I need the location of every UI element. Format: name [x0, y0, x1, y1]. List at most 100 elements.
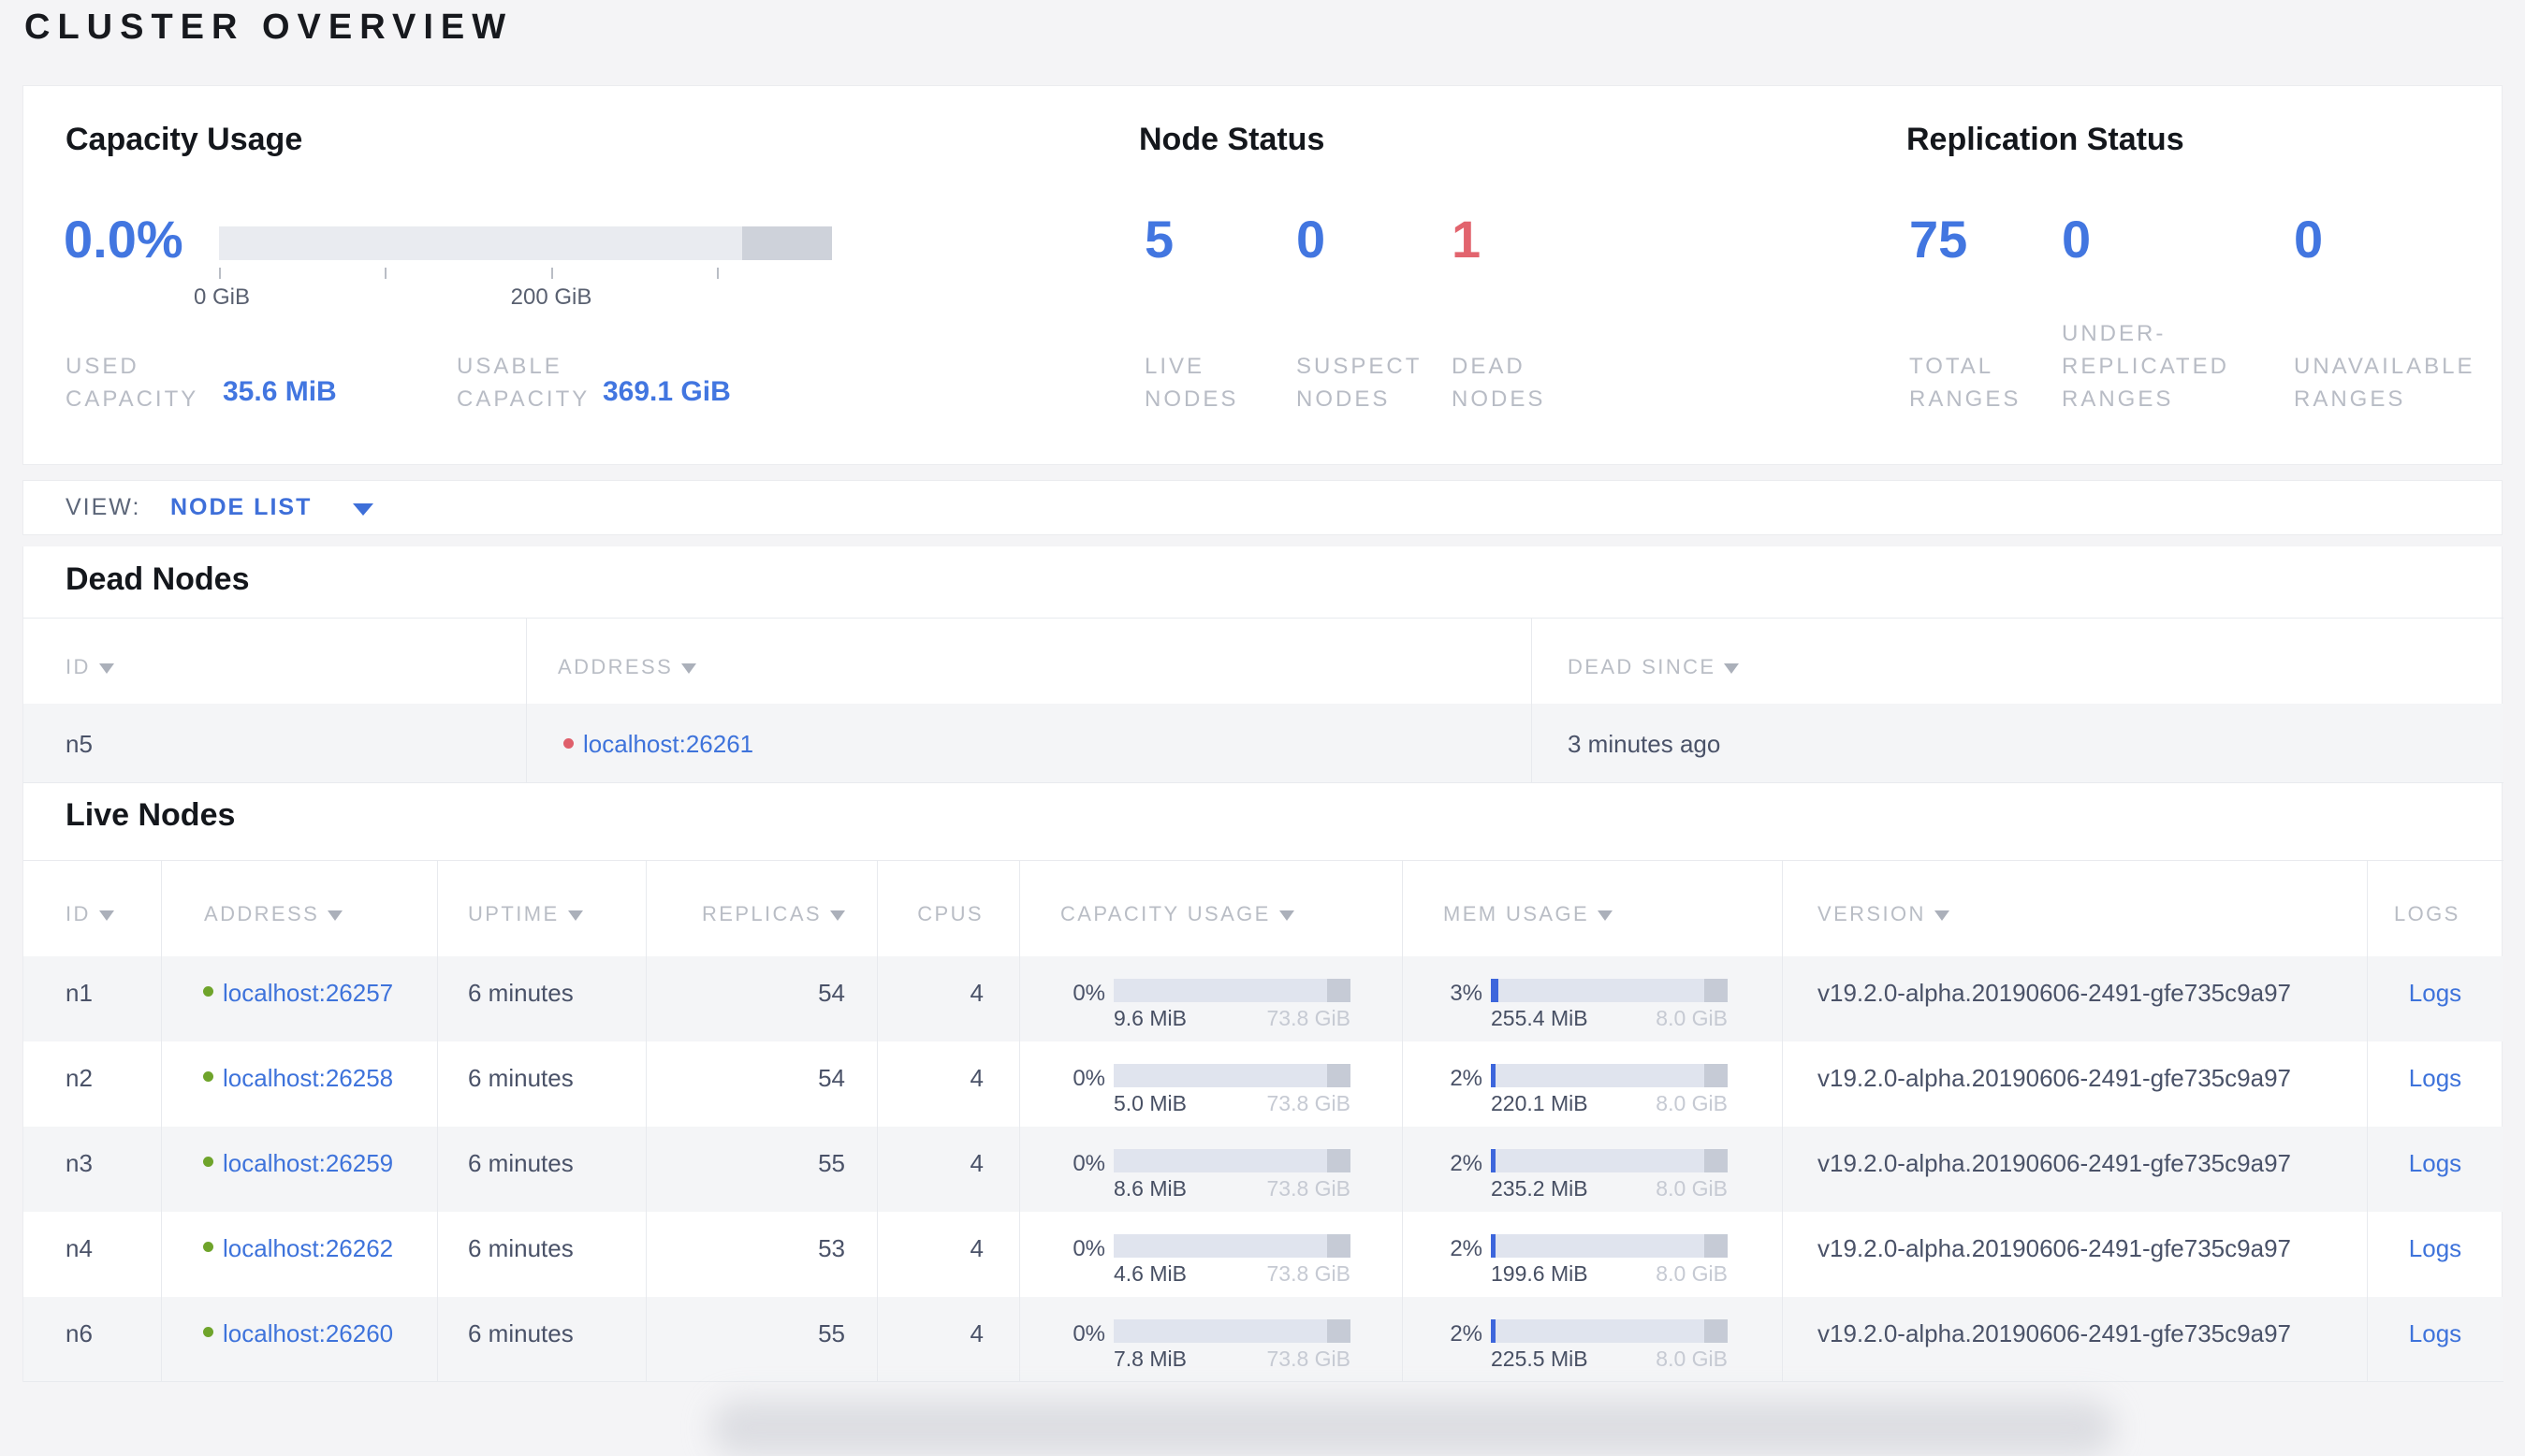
version-value: v19.2.0-alpha.20190606-2491-gfe735c9a97 [1817, 1064, 2291, 1092]
suspect-nodes-label: SUSPECT NODES [1296, 354, 1423, 412]
capacity-caption: 4.6 MiB 73.8 GiB [1114, 1261, 1350, 1286]
capacity-percent: 0% [1073, 981, 1105, 1006]
table-row-live-node: n3 localhost:26259 6 minutes 55 4 0% 8.6… [23, 1127, 2503, 1212]
column-divider [1019, 860, 1020, 1382]
uptime-value: 6 minutes [468, 1064, 574, 1092]
sort-desc-icon [830, 910, 845, 921]
version-value: v19.2.0-alpha.20190606-2491-gfe735c9a97 [1817, 979, 2291, 1007]
uptime-value: 6 minutes [468, 979, 574, 1007]
node-address-link[interactable]: localhost:26261 [583, 730, 754, 758]
replicas-value: 54 [818, 1064, 845, 1092]
node-address-link[interactable]: localhost:26258 [223, 1064, 394, 1092]
uptime-value: 6 minutes [468, 1149, 574, 1177]
mem-bar-reserved-segment [1704, 1234, 1728, 1258]
mem-caption: 255.4 MiB 8.0 GiB [1491, 1006, 1728, 1030]
view-label: VIEW: [66, 494, 141, 520]
version-value: v19.2.0-alpha.20190606-2491-gfe735c9a97 [1817, 1234, 2291, 1262]
sort-desc-icon [98, 910, 114, 921]
axis-tick-label: 0 GiB [193, 284, 251, 310]
capacity-percent: 0% [1073, 1151, 1105, 1176]
used-capacity-label: USED CAPACITY [66, 354, 199, 412]
mem-bar-reserved-segment [1704, 1149, 1728, 1172]
column-header-version[interactable]: VERSION [1817, 902, 1949, 926]
cpus-value: 4 [970, 979, 984, 1007]
capacity-usage-title: Capacity Usage [66, 122, 303, 157]
node-id: n4 [66, 1234, 93, 1262]
replicas-value: 53 [818, 1234, 845, 1262]
column-divider [1402, 860, 1403, 1382]
cpus-value: 4 [970, 1149, 984, 1177]
column-divider [437, 860, 438, 1382]
capacity-usage-bar [219, 226, 832, 260]
dead-column-header-dead-since[interactable]: DEAD SINCE [1568, 655, 1740, 679]
cpus-value: 4 [970, 1064, 984, 1092]
node-address-link[interactable]: localhost:26260 [223, 1319, 394, 1347]
mem-usage-bar [1491, 1319, 1728, 1343]
node-live-status-icon [203, 986, 213, 997]
node-address-link[interactable]: localhost:26262 [223, 1234, 394, 1262]
node-address-link[interactable]: localhost:26257 [223, 979, 394, 1007]
logs-link[interactable]: Logs [2408, 979, 2462, 1007]
version-value: v19.2.0-alpha.20190606-2491-gfe735c9a97 [1817, 1319, 2291, 1347]
node-live-status-icon [203, 1157, 213, 1167]
column-header-address[interactable]: ADDRESS [204, 902, 343, 926]
column-header-uptime[interactable]: UPTIME [468, 902, 583, 926]
capacity-bar-reserved-segment [1327, 1064, 1350, 1087]
replicas-value: 55 [818, 1149, 845, 1177]
mem-percent: 2% [1450, 1151, 1482, 1176]
axis-tick-label: 200 GiB [510, 284, 592, 310]
mem-caption: 220.1 MiB 8.0 GiB [1491, 1091, 1728, 1115]
sort-desc-icon [1724, 663, 1740, 674]
capacity-percent: 0% [1073, 1066, 1105, 1091]
capacity-usage-bar [1114, 979, 1350, 1002]
total-ranges-label: TOTAL RANGES [1909, 354, 2021, 412]
mem-bar-reserved-segment [1704, 1319, 1728, 1343]
chevron-down-icon[interactable] [353, 503, 373, 516]
node-live-status-icon [203, 1242, 213, 1252]
node-address-link[interactable]: localhost:26259 [223, 1149, 394, 1177]
mem-usage-bar [1491, 1234, 1728, 1258]
table-row-dead-node: n5 localhost:26261 3 minutes ago [23, 704, 2503, 782]
mem-percent: 3% [1450, 981, 1482, 1006]
under-replicated-ranges-label: UNDER- REPLICATED RANGES [2062, 321, 2229, 412]
column-header-capacity-usage[interactable]: CAPACITY USAGE [1060, 902, 1294, 926]
dead-nodes-count: 1 [1452, 210, 1481, 269]
column-header-id[interactable]: ID [66, 902, 114, 926]
capacity-bar-reserved-segment [1327, 1319, 1350, 1343]
column-divider [2367, 860, 2368, 1382]
dead-column-header-address[interactable]: ADDRESS [558, 655, 697, 679]
node-live-status-icon [203, 1327, 213, 1337]
view-selector[interactable]: NODE LIST [170, 494, 313, 520]
column-header-replicas[interactable]: REPLICAS [646, 902, 845, 926]
table-row-live-node: n6 localhost:26260 6 minutes 55 4 0% 7.8… [23, 1297, 2503, 1382]
logs-link[interactable]: Logs [2408, 1319, 2462, 1347]
dead-column-header-id[interactable]: ID [66, 655, 114, 679]
sort-desc-icon [567, 910, 583, 921]
node-tables-section: Dead Nodes ID ADDRESS DEAD SINCE n5 loca… [22, 546, 2503, 1382]
logs-link[interactable]: Logs [2408, 1064, 2462, 1092]
node-id: n5 [66, 730, 93, 758]
logs-link[interactable]: Logs [2408, 1234, 2462, 1262]
mem-usage-bar [1491, 979, 1728, 1002]
replicas-value: 55 [818, 1319, 845, 1347]
uptime-value: 6 minutes [468, 1234, 574, 1262]
capacity-percent: 0% [1073, 1236, 1105, 1261]
column-header-mem-usage[interactable]: MEM USAGE [1443, 902, 1613, 926]
capacity-bar-reserved-segment [1327, 979, 1350, 1002]
logs-link[interactable]: Logs [2408, 1149, 2462, 1177]
axis-tick [717, 268, 719, 279]
node-id: n1 [66, 979, 93, 1007]
sort-desc-icon [681, 663, 697, 674]
live-nodes-label: LIVE NODES [1145, 354, 1239, 412]
version-value: v19.2.0-alpha.20190606-2491-gfe735c9a97 [1817, 1149, 2291, 1177]
replication-status-title: Replication Status [1906, 122, 2184, 157]
under-replicated-ranges-count: 0 [2062, 210, 2092, 269]
mem-caption: 225.5 MiB 8.0 GiB [1491, 1347, 1728, 1371]
column-header-logs: LOGS [2394, 902, 2460, 925]
capacity-caption: 8.6 MiB 73.8 GiB [1114, 1176, 1350, 1201]
mem-bar-reserved-segment [1704, 1064, 1728, 1087]
axis-tick [551, 268, 553, 279]
page-title: CLUSTER OVERVIEW [24, 7, 514, 47]
divider [23, 860, 2503, 861]
column-divider [1782, 860, 1783, 1382]
